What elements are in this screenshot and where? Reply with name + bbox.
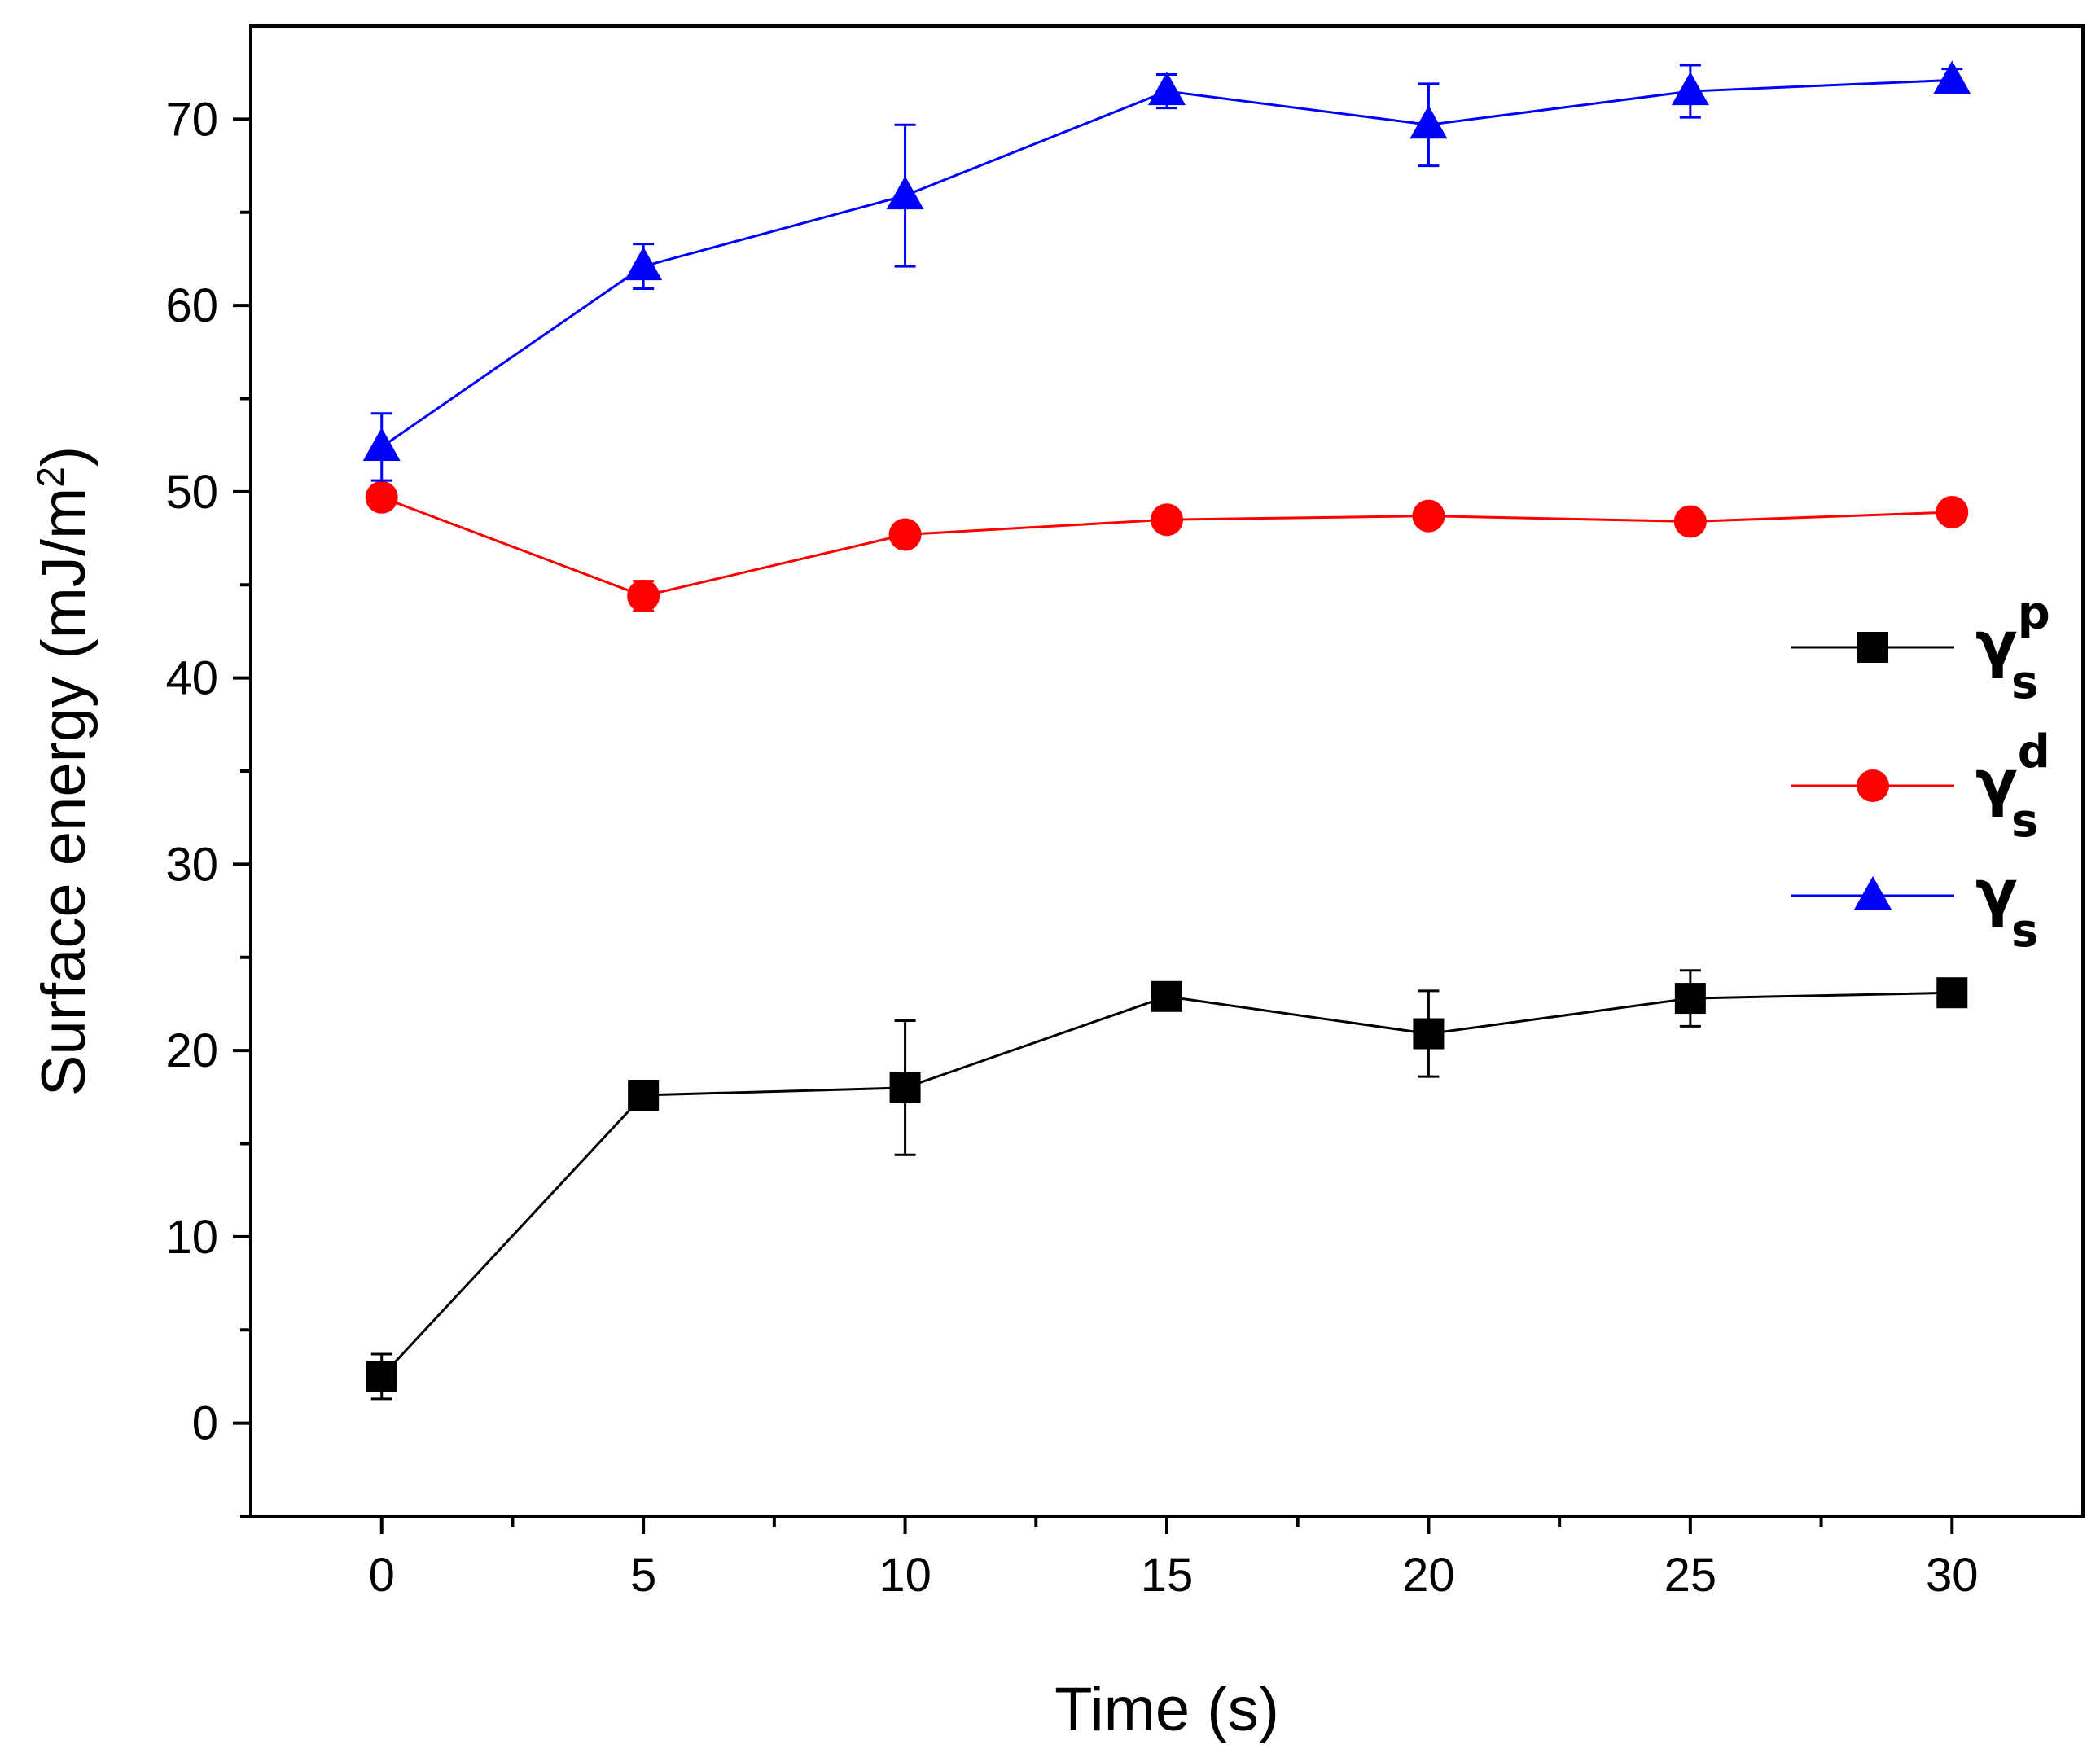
legend-marker: [1857, 769, 1889, 802]
data-point: [1671, 72, 1709, 106]
x-tick-label: 30: [1926, 1549, 1979, 1602]
data-point: [1151, 980, 1182, 1012]
legend-entry: γd s: [1791, 726, 2050, 848]
data-point: [1409, 105, 1448, 139]
data-point: [628, 1080, 660, 1111]
series-p: [366, 969, 1968, 1401]
y-tick-label: 40: [165, 652, 218, 705]
legend: γp s γd s γ s: [1791, 587, 2050, 958]
y-tick-label: 0: [192, 1397, 218, 1450]
series-total: [362, 60, 1971, 482]
data-point: [362, 427, 401, 461]
plot-frame: [249, 24, 2085, 1518]
y-axis-title-sup: 2: [29, 467, 72, 488]
data-point: [1936, 977, 1968, 1009]
data-point: [1413, 1018, 1445, 1050]
data-point: [1412, 499, 1445, 533]
y-tick-label: 60: [165, 279, 218, 332]
series-line: [380, 991, 1953, 1378]
y-axis-title-main: Surface energy (mJ/m: [29, 488, 99, 1097]
data-point: [366, 1361, 397, 1392]
data-point: [1674, 983, 1706, 1015]
data-point: [888, 518, 922, 551]
y-axis-title: Surface energy (mJ/m2): [29, 446, 99, 1096]
data-point: [627, 579, 660, 612]
data-point: [625, 247, 663, 281]
x-tick-label: 0: [369, 1549, 395, 1602]
x-tick-label: 15: [1141, 1549, 1194, 1602]
series-line: [380, 78, 1953, 449]
data-point: [889, 1072, 921, 1103]
legend-label: γp s: [1975, 587, 2050, 709]
y-tick-label: 70: [165, 93, 218, 146]
x-tick-label: 20: [1402, 1549, 1455, 1602]
y-tick-label: 30: [165, 838, 218, 891]
data-point: [365, 480, 398, 514]
legend-label: γd s: [1975, 726, 2050, 848]
x-tick-label: 5: [630, 1549, 656, 1602]
legend-entry: γp s: [1791, 587, 2050, 709]
data-point: [1673, 505, 1707, 538]
data-point: [886, 176, 924, 210]
x-tick-label: 10: [879, 1549, 932, 1602]
x-axis-title: Time (s): [1054, 1675, 1279, 1744]
x-tick-label: 25: [1664, 1549, 1717, 1602]
series-d: [365, 480, 1969, 612]
legend-marker: [1857, 632, 1888, 663]
y-tick-label: 50: [165, 466, 218, 519]
data-point: [1148, 72, 1186, 106]
legend-marker: [1854, 876, 1892, 910]
series-layer: [362, 60, 1971, 1401]
y-tick-label: 10: [165, 1211, 218, 1264]
data-point: [1151, 503, 1183, 537]
data-point: [1933, 60, 1971, 94]
y-axis-title-close: ): [29, 446, 99, 467]
data-point: [1936, 496, 1969, 529]
axis-layer: 0 5 10 15 20 25 30 0 10 20 30 40 50 60 70: [165, 93, 1978, 1602]
y-tick-label: 20: [165, 1024, 218, 1077]
